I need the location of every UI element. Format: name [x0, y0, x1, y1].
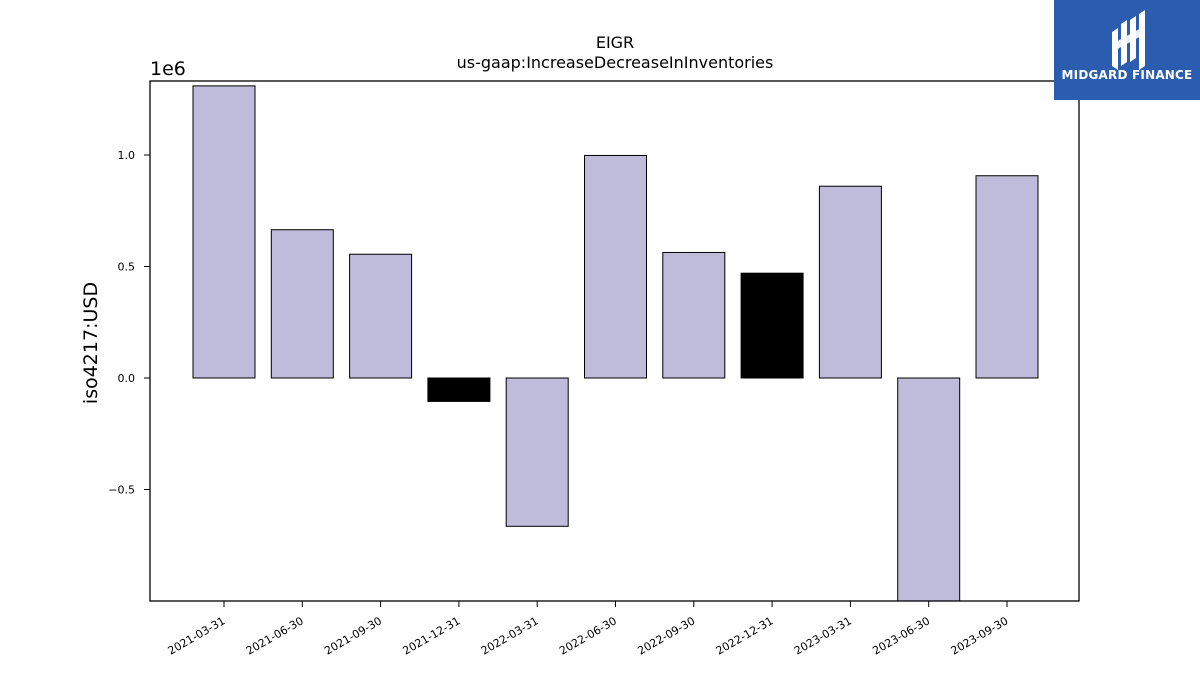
bar-2021-12-31 — [427, 377, 491, 402]
x-tick-label: 2022-09-30 — [635, 614, 697, 657]
logo-text: MIDGARD FINANCE — [1061, 68, 1193, 82]
y-tick-label: 0.0 — [118, 372, 136, 385]
x-tick-label: 2021-06-30 — [244, 614, 306, 657]
bar-2022-03-31 — [505, 377, 569, 527]
bar-2021-06-30 — [270, 229, 334, 379]
x-tick-label: 2021-09-30 — [322, 614, 384, 657]
brand-logo: MIDGARD FINANCE — [1054, 0, 1200, 100]
x-tick-label: 2021-03-31 — [166, 614, 228, 657]
y-tick-label: 0.5 — [118, 261, 136, 274]
x-tick-label: 2022-03-31 — [479, 614, 541, 657]
x-tick-label: 2023-09-30 — [949, 614, 1011, 657]
chart-title: EIGR — [596, 33, 634, 52]
bar-2022-12-31 — [740, 272, 804, 379]
x-tick-label: 2022-06-30 — [557, 614, 619, 657]
x-tick-label: 2021-12-31 — [401, 614, 463, 657]
chart-subtitle: us-gaap:IncreaseDecreaseInInventories — [457, 53, 774, 72]
y-tick-label: −0.5 — [108, 484, 135, 497]
y-tick-label: 1.0 — [118, 149, 136, 162]
bar-2023-03-31 — [818, 185, 882, 379]
x-tick-label: 2023-03-31 — [792, 614, 854, 657]
bar-2022-09-30 — [662, 251, 726, 379]
plot-frame — [149, 80, 1080, 602]
x-ticks-group: 2021-03-31 2021-06-30 2021-09-30 2021-12-31… — [166, 601, 1011, 658]
y-ticks-group: −0.5 0.0 0.5 1.0 — [108, 149, 150, 497]
bar-2022-06-30 — [584, 154, 647, 379]
bar-2021-03-31 — [192, 85, 256, 379]
logo-mark-icon — [1112, 10, 1145, 70]
x-tick-label: 2022-12-31 — [714, 614, 776, 657]
bars-group — [192, 85, 1039, 602]
x-tick-label: 2023-06-30 — [870, 614, 932, 657]
bar-2023-09-30 — [975, 175, 1039, 379]
y-offset-label: 1e6 — [150, 58, 186, 80]
bar-2021-09-30 — [349, 253, 413, 379]
y-axis-label: iso4217:USD — [80, 282, 102, 404]
bar-2023-06-30 — [897, 377, 961, 602]
